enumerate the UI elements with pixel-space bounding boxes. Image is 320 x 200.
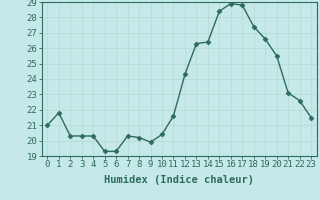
X-axis label: Humidex (Indice chaleur): Humidex (Indice chaleur) (104, 175, 254, 185)
